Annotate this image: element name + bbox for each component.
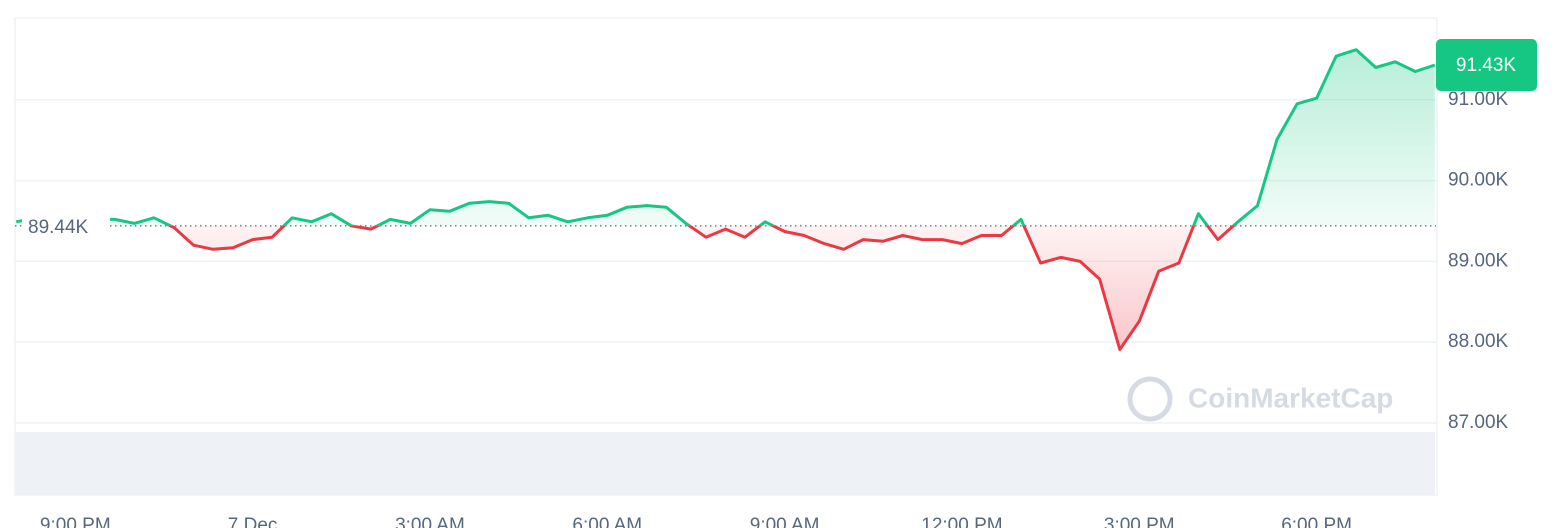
x-tick-label: 3:00 PM <box>1104 515 1175 528</box>
y-tick-label: 89.00K <box>1448 250 1509 271</box>
y-tick-label: 91.00K <box>1448 89 1509 110</box>
y-tick-label: 87.00K <box>1448 412 1509 433</box>
x-tick-label: 3:00 AM <box>395 515 465 528</box>
last-price-badge <box>1436 39 1537 92</box>
x-tick-label: 9:00 PM <box>40 515 111 528</box>
reference-label-bg <box>22 211 110 240</box>
watermark-logo <box>1127 376 1173 422</box>
last-price-label: 91.43K <box>1456 55 1517 76</box>
y-tick-label: 90.00K <box>1448 170 1509 191</box>
y-tick-label: 88.00K <box>1448 331 1509 352</box>
x-tick-label: 6:00 PM <box>1281 515 1352 528</box>
area-fill <box>16 49 1435 350</box>
x-tick-label: 7 Dec <box>228 515 278 528</box>
reference-label: 89.44K <box>28 217 89 238</box>
price-line <box>15 48 1436 351</box>
watermark-text: CoinMarketCap <box>1188 382 1393 413</box>
x-tick-label: 9:00 AM <box>750 515 820 528</box>
volume-band <box>15 432 1435 495</box>
x-tick-label: 6:00 AM <box>572 515 642 528</box>
watermark: CoinMarketCap <box>1127 376 1393 422</box>
x-tick-label: 12:00 PM <box>921 515 1002 528</box>
